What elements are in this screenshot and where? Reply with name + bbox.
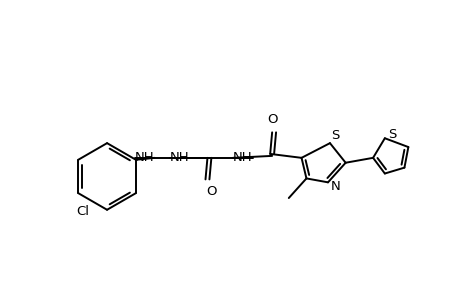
Text: NH: NH [134,151,154,164]
Text: S: S [388,128,396,141]
Text: O: O [266,113,277,127]
Text: N: N [330,180,340,193]
Text: NH: NH [232,151,252,164]
Text: S: S [330,129,338,142]
Text: Cl: Cl [76,205,89,218]
Text: O: O [206,185,216,198]
Text: NH: NH [170,151,190,164]
